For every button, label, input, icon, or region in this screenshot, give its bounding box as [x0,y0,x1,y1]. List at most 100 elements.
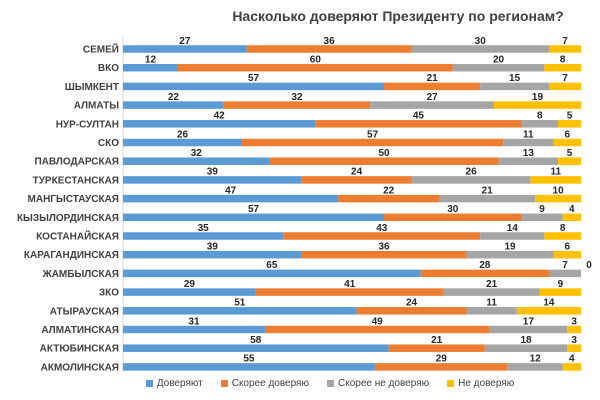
data-label: 41 [344,279,356,290]
category-label: СЕМЕЙ [83,43,119,56]
category-label: ТУРКЕСТАНСКАЯ [33,175,119,186]
data-label: 39 [207,167,219,178]
data-label: 57 [248,73,260,84]
data-label: 8 [560,54,566,65]
data-label: 47 [225,185,237,196]
data-label: 11 [551,167,562,178]
data-label: 27 [179,36,191,47]
bar-segment [452,63,545,72]
legend-label: Не доверяю [458,378,515,389]
data-label: 36 [324,36,336,47]
bar-segment [548,269,581,278]
data-label: 60 [310,54,322,65]
bar-segment [301,176,412,184]
data-label: 4 [569,204,575,215]
bar-segment [548,45,581,53]
category-label: АЛМАТИНСКАЯ [41,325,119,336]
data-label: 21 [427,73,439,84]
category-label: КАРАГАНДИНСКАЯ [24,250,119,261]
legend: Доверяют Скорее доверяю Скорее не доверяю Н… [120,378,540,389]
bar-segment [535,194,581,203]
bar-segment [411,45,549,53]
data-label: 5 [567,148,573,159]
category-label: АКМОЛИНСКАЯ [41,362,119,373]
data-label: 22 [168,92,180,103]
bar-segment [562,363,581,371]
bar-segment [530,176,581,184]
category-label: НУР-СУЛТАН [56,119,119,130]
legend-item: Скорее доверяю [220,378,309,389]
data-label: 30 [475,36,487,47]
bar-segment [384,213,522,222]
data-label: 32 [291,92,303,103]
bar-segment [489,325,568,334]
bar-segment [123,157,270,165]
data-label: 42 [214,111,226,122]
bar-segment [558,120,581,128]
category-label: АТЫРАУСКАЯ [50,306,119,317]
bar-segment [123,325,265,334]
data-label: 14 [543,298,555,309]
bar-segment [539,288,581,296]
bar-segment [507,363,563,371]
legend-swatch [145,380,153,387]
bar-segment [553,250,581,259]
bar-segment [562,213,581,222]
data-label: 31 [188,316,200,327]
bar-segment [269,157,499,165]
data-label: 6 [564,129,570,140]
data-label: 29 [436,354,448,365]
data-label: 10 [553,185,565,196]
bar-segment [177,63,453,72]
bar-segment [388,344,485,352]
legend-item: Доверяют [145,378,203,389]
bar-segment [338,194,440,203]
bar-segment [553,138,581,147]
category-label: АЛМАТЫ [74,101,120,112]
data-label: 21 [486,279,498,290]
bar-segment [123,45,247,53]
bar-segment [123,307,357,315]
bar-segment [283,232,481,240]
data-label: 18 [520,335,532,346]
legend-swatch [447,380,455,387]
category-label: ШЫМКЕНТ [65,82,119,93]
data-label: 9 [558,279,564,290]
bar-segment [123,194,339,203]
data-label: 7 [562,36,568,47]
category-label: ВКО [98,63,119,74]
bar-segment [484,344,568,352]
data-label: 22 [383,185,395,196]
category-label: ЗКО [99,288,119,299]
data-label: 24 [351,167,363,178]
data-label: 45 [413,111,425,122]
category-label: ПАВЛОДАРСКАЯ [34,157,119,168]
bar-segment [466,250,554,259]
bar-segment [558,157,581,165]
category-label: МАНГЫСТАУСКАЯ [28,194,119,205]
bar-segment [420,269,549,278]
legend-swatch [326,380,334,387]
data-label: 12 [145,54,157,65]
data-label: 19 [532,92,544,103]
bar-segment [374,363,508,371]
data-label: 15 [509,73,521,84]
data-label: 4 [569,354,575,365]
bar-segment [123,363,375,371]
data-label: 21 [431,335,443,346]
data-label: 5 [567,111,573,122]
bar-segment [264,325,490,334]
data-label: 7 [562,260,568,271]
data-label: 14 [507,223,519,234]
data-label: 30 [447,204,459,215]
legend-item: Скорее не доверяю [326,378,429,389]
legend-swatch [220,380,228,387]
bar-segment [123,101,224,109]
bar-segment [521,213,563,222]
bar-segment [503,138,554,147]
bar-segment [480,82,549,91]
category-label: КЫЗЫЛОРДИНСКАЯ [17,213,119,224]
bar-segment [123,176,302,184]
bar-segment [370,101,494,109]
